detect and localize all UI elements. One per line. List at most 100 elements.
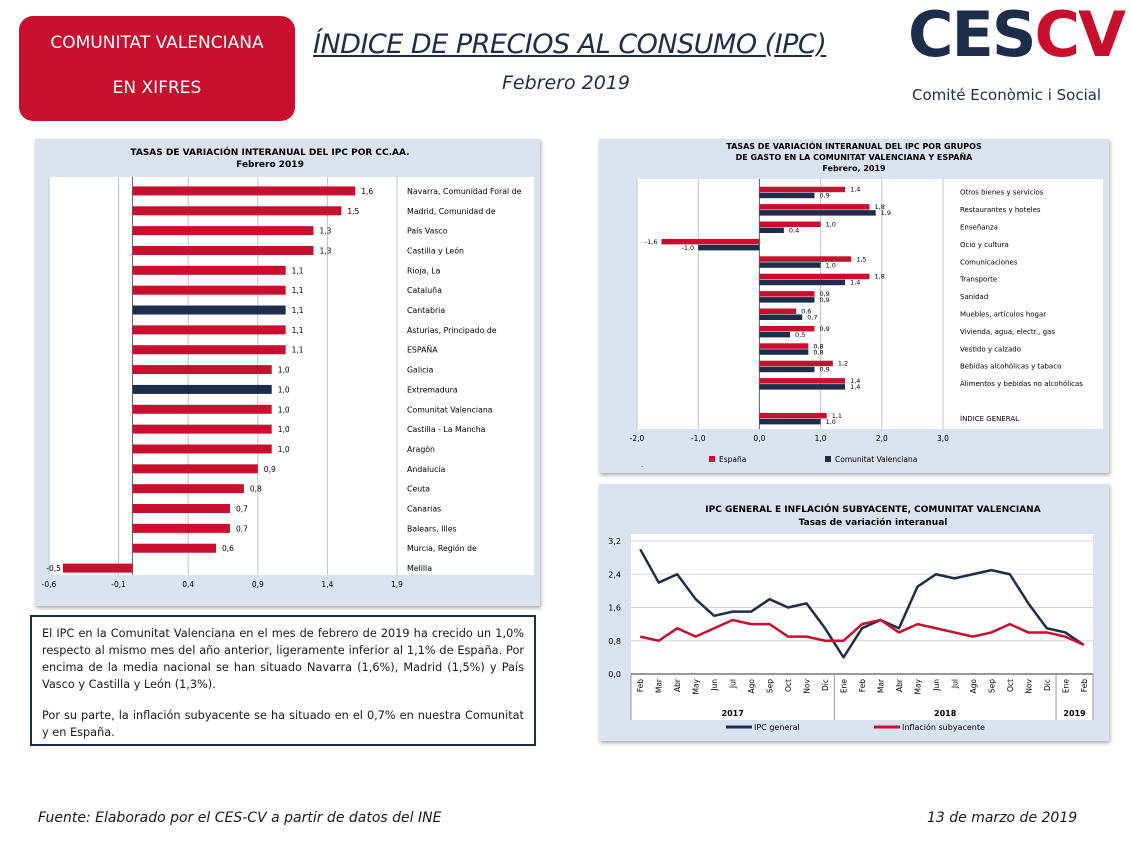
bar (132, 404, 272, 414)
data-label: 0,9 (819, 325, 829, 333)
logo-wordmark: CESCV (908, 4, 1126, 66)
x-tick-label: Sep (766, 679, 775, 693)
bar (759, 256, 852, 262)
bar (132, 245, 314, 255)
data-label: 1,4 (850, 377, 860, 385)
bar (759, 412, 827, 419)
x-tick-label: Mar (876, 678, 885, 693)
data-label: 1,5 (856, 255, 866, 263)
legend-label: Comunitat Valenciana (835, 455, 917, 464)
source-note: Fuente: Elaborado por el CES-CV a partir… (38, 810, 442, 826)
bar (759, 418, 821, 425)
summary-box: El IPC en la Comunitat Valenciana en el … (30, 615, 536, 746)
category-label: ESPAÑA (407, 346, 438, 355)
x-tick-label: Abr (673, 678, 682, 692)
data-label: 1,0 (278, 366, 290, 375)
logo-cv: CV (1034, 0, 1126, 71)
x-tick-label: 0,4 (182, 580, 194, 589)
data-label: 1,1 (292, 346, 304, 355)
cescv-logo: CESCV Comité Econòmic i Social (908, 4, 1128, 108)
category-label: Galicia (407, 366, 434, 375)
bar (759, 297, 815, 303)
category-label: Enseñanza (960, 224, 998, 232)
category-label: Otros bienes y servicios (960, 189, 1044, 197)
page-title: ÍNDICE DE PRECIOS AL CONSUMO (IPC) (313, 29, 827, 60)
summary-paragraph-2: Por su parte, la inflación subyacente se… (42, 709, 524, 739)
year-label: 2017 (722, 709, 744, 718)
data-label: 0,4 (789, 227, 799, 235)
bar (132, 543, 217, 553)
data-label: 1,4 (850, 279, 860, 287)
series-line (639, 618, 1085, 647)
x-tick-label: Jul (729, 679, 738, 689)
chart-title: TASAS DE VARIACIÓN INTERANUAL DEL IPC PO… (726, 140, 982, 151)
ccaa-bar-chart: TASAS DE VARIACIÓN INTERANUAL DEL IPC PO… (42, 146, 534, 589)
x-tick-label: Ago (969, 679, 978, 694)
data-label: 1,0 (278, 405, 290, 414)
category-label: Transporte (959, 276, 997, 284)
data-label: 1,8 (875, 203, 885, 211)
bar (132, 345, 286, 355)
x-tick-label: Ene (840, 679, 849, 693)
page-subtitle: Febrero 2019 (502, 72, 631, 94)
summary-paragraph-1: El IPC en la Comunitat Valenciana en el … (42, 627, 524, 691)
x-tick-label: 0,9 (252, 580, 264, 589)
data-label: 1,2 (838, 360, 848, 368)
x-tick-label: Sep (987, 679, 996, 693)
bar (132, 504, 230, 514)
x-tick-label: 2,0 (876, 434, 888, 443)
bar (132, 384, 272, 394)
data-label: 0,7 (236, 505, 248, 514)
data-label: -1,6 (645, 238, 658, 246)
category-label: Rioja, La (407, 266, 441, 275)
data-label: 1,0 (826, 261, 836, 269)
bar (759, 279, 846, 286)
bar (759, 221, 821, 227)
data-label: 0,7 (807, 314, 817, 322)
bar (132, 444, 272, 454)
bar (759, 360, 833, 367)
category-label: Balears, Illes (407, 524, 457, 533)
category-label: Castilla - La Mancha (407, 425, 486, 434)
x-tick-label: 1,9 (391, 580, 403, 589)
x-tick-label: 1,0 (815, 434, 827, 443)
category-label: Comunitat Valenciana (407, 405, 493, 414)
data-label: 1,5 (347, 207, 359, 216)
x-tick-label: -2,0 (630, 434, 645, 443)
category-label: País Vasco (407, 227, 448, 236)
groups-bar-chart: TASAS DE VARIACIÓN INTERANUAL DEL IPC PO… (630, 140, 1103, 469)
legend-label: IPC general (754, 723, 800, 732)
bar (759, 262, 821, 268)
bar (132, 325, 286, 335)
category-label: Vivienda, agua, electr., gas (960, 328, 1055, 336)
bar (132, 265, 286, 275)
bar (132, 365, 272, 375)
series-line (639, 548, 1085, 659)
data-label: 1,3 (319, 227, 331, 236)
bar (62, 563, 133, 573)
year-label: 2019 (1063, 709, 1086, 718)
data-label: 1,0 (278, 425, 290, 434)
data-label: 1,4 (850, 186, 860, 194)
bar (759, 227, 784, 233)
data-label: 0,9 (819, 366, 829, 374)
chart-title: IPC GENERAL E INFLACIÓN SUBYACENTE, COMU… (705, 503, 1040, 515)
ccaa-chart-panel: TASAS DE VARIACIÓN INTERANUAL DEL IPC PO… (35, 139, 540, 606)
badge-line-1: COMUNITAT VALENCIANA (50, 33, 264, 53)
data-label: 0,5 (795, 331, 805, 339)
x-tick-label: Oct (784, 679, 793, 692)
bar (759, 273, 870, 280)
bar (759, 192, 815, 199)
x-tick-label: May (913, 678, 922, 694)
bar (759, 366, 815, 373)
data-label: 1,9 (881, 209, 891, 217)
data-label: 1,0 (826, 418, 836, 426)
x-tick-label: 3,0 (937, 434, 949, 443)
x-tick-label: Nov (803, 678, 812, 693)
x-tick-label: Mar (655, 678, 664, 693)
logo-tagline: Comité Econòmic i Social (912, 86, 1102, 104)
trend-chart-panel: IPC GENERAL E INFLACIÓN SUBYACENTE, COMU… (599, 484, 1109, 741)
category-label: Vestido y calzado (960, 345, 1021, 353)
x-tick-label: 1,4 (321, 580, 333, 589)
data-label: 1,1 (292, 306, 304, 315)
